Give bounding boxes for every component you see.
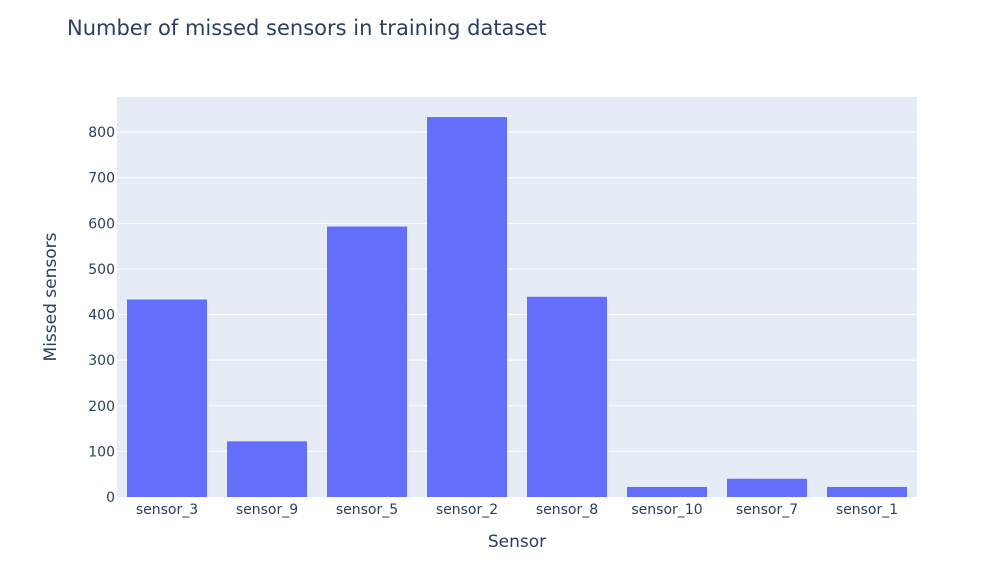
y-tick-label: 600 xyxy=(88,216,115,232)
x-tick-label: sensor_10 xyxy=(631,502,702,518)
y-tick-label: 400 xyxy=(88,308,115,324)
y-tick-label: 200 xyxy=(88,399,115,415)
bar-sensor_8 xyxy=(527,296,607,497)
x-tick-label: sensor_7 xyxy=(736,502,798,518)
bar-sensor_5 xyxy=(327,226,407,497)
y-axis-title: Missed sensors xyxy=(41,232,61,361)
x-tick-label: sensor_1 xyxy=(836,502,898,518)
y-tick-label: 100 xyxy=(88,444,115,460)
x-tick-label: sensor_8 xyxy=(536,502,598,518)
x-tick-label: sensor_2 xyxy=(436,502,498,518)
bar-sensor_10 xyxy=(627,486,707,497)
y-tick-label: 500 xyxy=(88,262,115,278)
bar-sensor_7 xyxy=(727,478,807,497)
chart-title: Number of missed sensors in training dat… xyxy=(67,16,547,40)
x-tick-labels: sensor_3 sensor_9 sensor_5 sensor_2 sensor_8… xyxy=(136,502,898,518)
y-tick-label: 700 xyxy=(88,171,115,187)
plot-background xyxy=(117,97,917,497)
y-tick-label: 0 xyxy=(106,490,115,506)
x-tick-label: sensor_9 xyxy=(236,502,298,518)
x-tick-label: sensor_5 xyxy=(336,502,398,518)
bar-sensor_2 xyxy=(427,117,507,497)
x-tick-label: sensor_3 xyxy=(136,502,198,518)
bar-sensor_9 xyxy=(227,441,307,497)
y-tick-label: 300 xyxy=(88,353,115,369)
bar-sensor_3 xyxy=(127,299,207,497)
grid-lines xyxy=(117,131,917,452)
y-tick-labels: 0 100 200 300 400 500 600 700 800 xyxy=(88,125,115,506)
bar-sensor_1 xyxy=(827,486,907,497)
y-tick-label: 800 xyxy=(88,125,115,141)
bars xyxy=(127,117,907,497)
x-axis-title: Sensor xyxy=(488,532,546,552)
